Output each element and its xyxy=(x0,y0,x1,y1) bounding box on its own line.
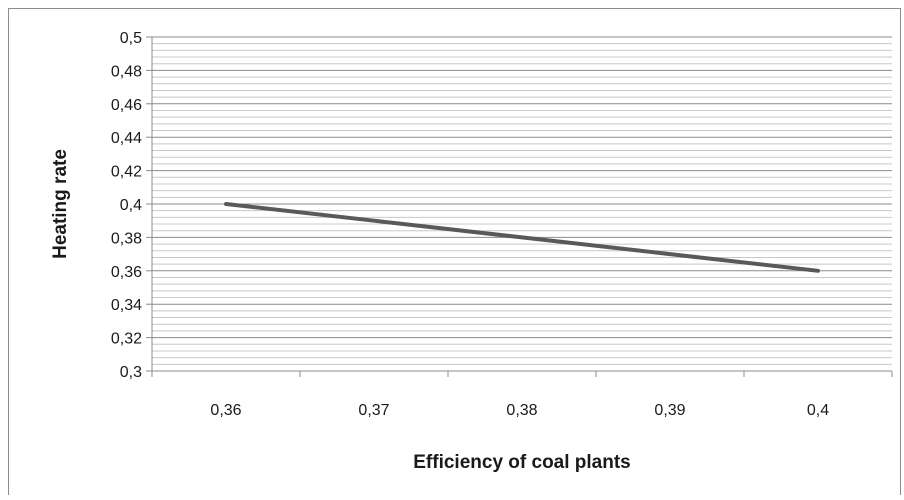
y-tick-label: 0,38 xyxy=(111,230,142,247)
x-tick-label: 0,37 xyxy=(358,402,389,419)
grid xyxy=(152,36,892,365)
x-tick-labels: 0,36 0,37 0,38 0,39 0,4 xyxy=(210,402,829,419)
y-tick-label: 0,5 xyxy=(120,30,142,47)
y-tick-label: 0,44 xyxy=(111,130,142,147)
y-axis-title: Heating rate xyxy=(50,149,71,259)
x-tick-label: 0,36 xyxy=(210,402,241,419)
y-tick-label: 0,4 xyxy=(120,197,142,214)
chart-frame xyxy=(8,8,901,499)
y-tick-label: 0,32 xyxy=(111,331,142,348)
y-tick-label: 0,46 xyxy=(111,97,142,114)
series-line xyxy=(224,202,820,273)
y-tick-label: 0,3 xyxy=(120,364,142,381)
series xyxy=(224,202,820,273)
x-tick-label: 0,38 xyxy=(506,402,537,419)
axes xyxy=(146,36,893,377)
y-tick-label: 0,34 xyxy=(111,297,142,314)
x-axis-title: Efficiency of coal plants xyxy=(413,452,631,473)
x-tick-label: 0,4 xyxy=(807,402,829,419)
y-tick-label: 0,42 xyxy=(111,164,142,181)
y-tick-label: 0,48 xyxy=(111,63,142,80)
y-tick-labels: 0,3 0,32 0,34 0,36 0,38 0,4 0,42 0,44 0,46 0,48 0,… xyxy=(111,30,142,381)
y-tick-label: 0,36 xyxy=(111,264,142,281)
x-tick-label: 0,39 xyxy=(654,402,685,419)
